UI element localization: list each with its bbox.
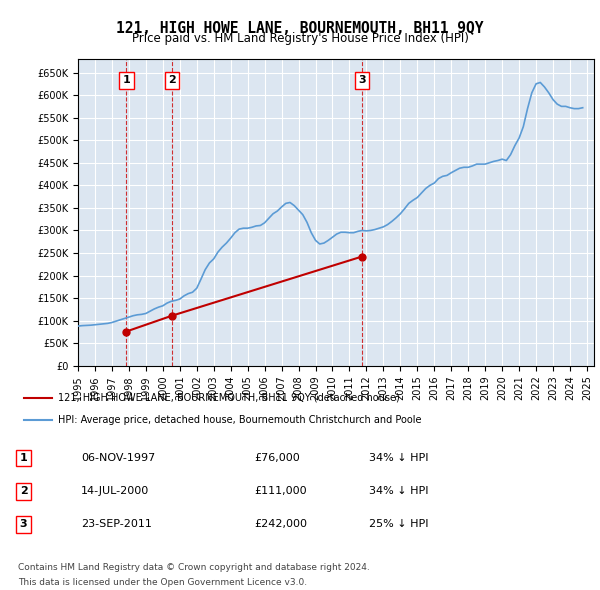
Text: £111,000: £111,000 bbox=[254, 486, 307, 496]
Text: 2: 2 bbox=[20, 486, 28, 496]
Text: 06-NOV-1997: 06-NOV-1997 bbox=[81, 453, 155, 463]
Text: 14-JUL-2000: 14-JUL-2000 bbox=[81, 486, 149, 496]
Text: 25% ↓ HPI: 25% ↓ HPI bbox=[369, 519, 428, 529]
Text: 3: 3 bbox=[358, 76, 365, 86]
Text: 34% ↓ HPI: 34% ↓ HPI bbox=[369, 486, 428, 496]
Text: 3: 3 bbox=[20, 519, 28, 529]
Text: 1: 1 bbox=[122, 76, 130, 86]
Text: Contains HM Land Registry data © Crown copyright and database right 2024.: Contains HM Land Registry data © Crown c… bbox=[18, 563, 370, 572]
Text: This data is licensed under the Open Government Licence v3.0.: This data is licensed under the Open Gov… bbox=[18, 578, 307, 587]
Text: 121, HIGH HOWE LANE, BOURNEMOUTH, BH11 9QY (detached house): 121, HIGH HOWE LANE, BOURNEMOUTH, BH11 9… bbox=[58, 392, 400, 402]
Text: £76,000: £76,000 bbox=[254, 453, 299, 463]
Text: 121, HIGH HOWE LANE, BOURNEMOUTH, BH11 9QY: 121, HIGH HOWE LANE, BOURNEMOUTH, BH11 9… bbox=[116, 21, 484, 35]
Point bbox=[122, 327, 131, 336]
Text: 34% ↓ HPI: 34% ↓ HPI bbox=[369, 453, 428, 463]
Text: 2: 2 bbox=[168, 76, 176, 86]
Text: Price paid vs. HM Land Registry's House Price Index (HPI): Price paid vs. HM Land Registry's House … bbox=[131, 32, 469, 45]
Point bbox=[357, 252, 367, 261]
Text: £242,000: £242,000 bbox=[254, 519, 307, 529]
Text: 1: 1 bbox=[20, 453, 28, 463]
Point bbox=[167, 311, 176, 320]
Text: 23-SEP-2011: 23-SEP-2011 bbox=[81, 519, 152, 529]
Text: HPI: Average price, detached house, Bournemouth Christchurch and Poole: HPI: Average price, detached house, Bour… bbox=[58, 415, 422, 425]
